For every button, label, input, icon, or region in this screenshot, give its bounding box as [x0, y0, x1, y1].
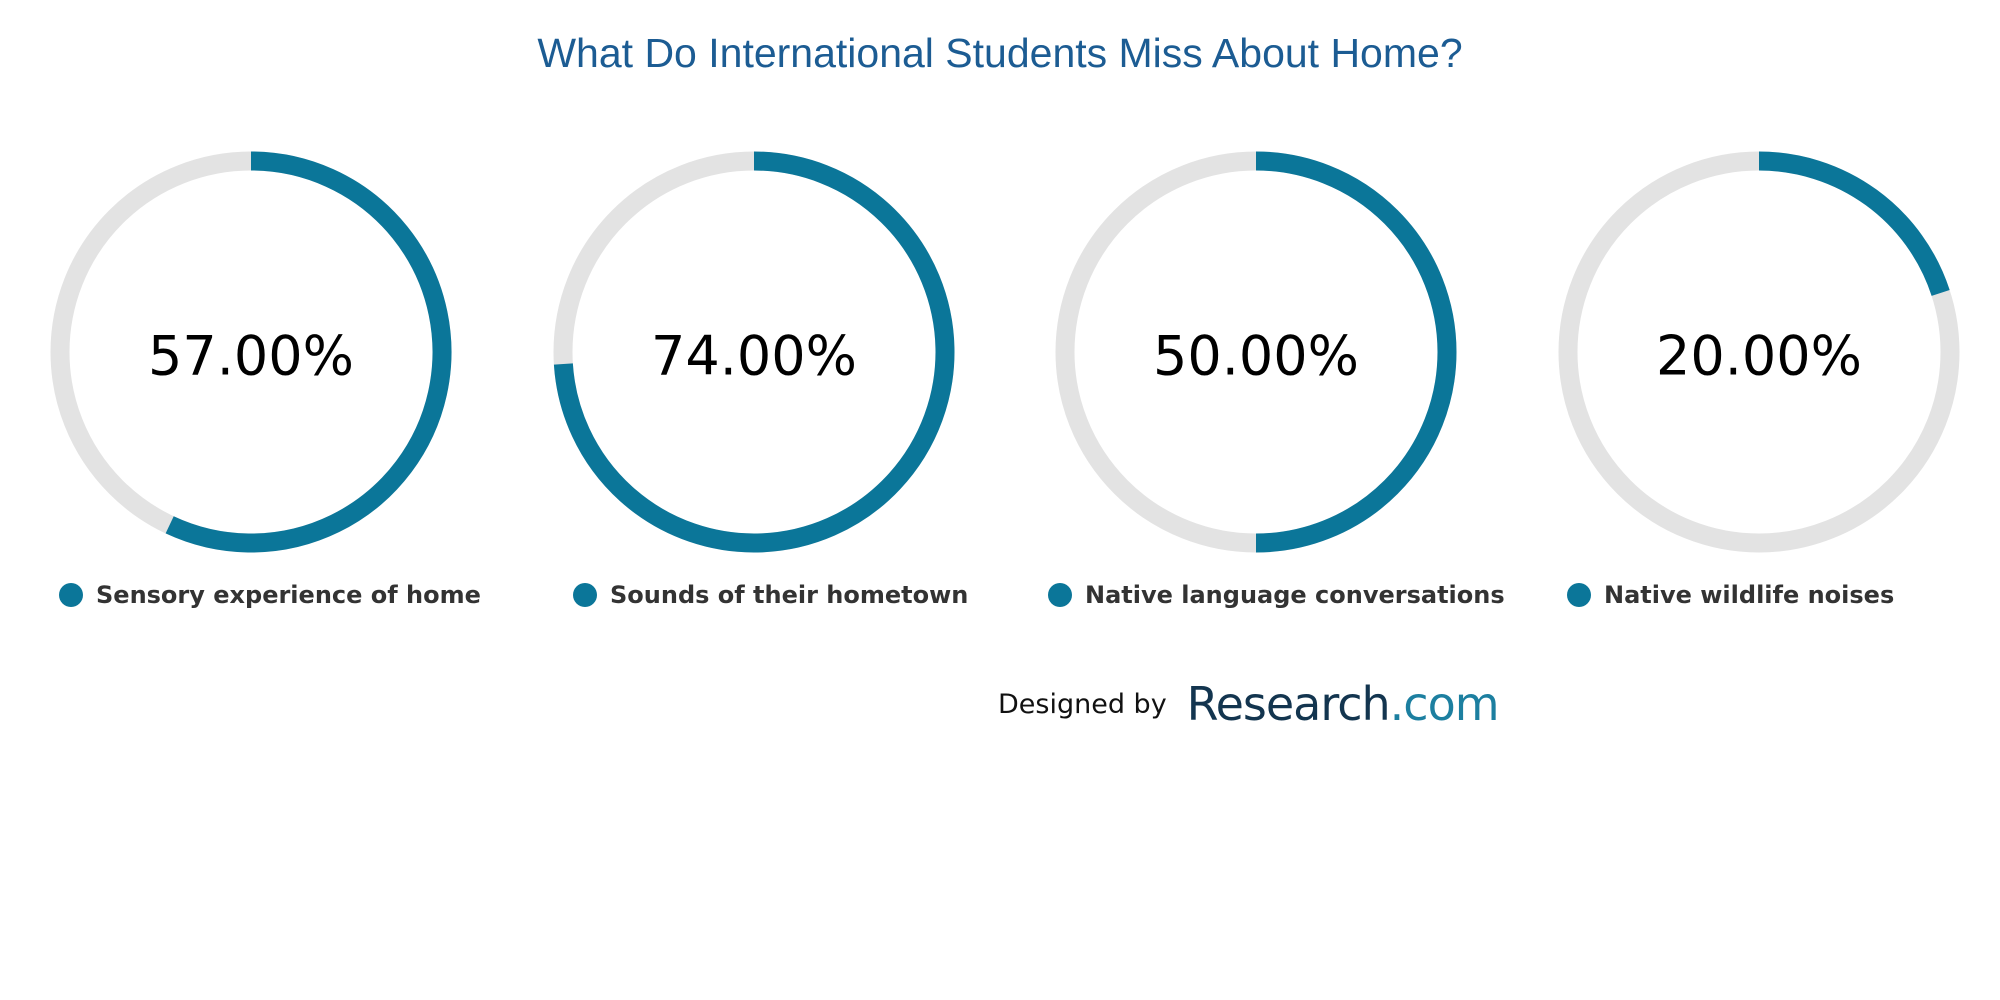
donut-chart: 74.00% [553, 151, 955, 553]
donut-value-label: 74.00% [651, 325, 857, 388]
legend-label: Sensory experience of home [96, 581, 481, 609]
credit: Designed by Research.com [998, 676, 1500, 732]
donut-value-label: 20.00% [1656, 325, 1862, 388]
legend-item[interactable]: Sounds of their hometown [573, 580, 968, 610]
legend-label: Native wildlife noises [1604, 581, 1895, 609]
donut-chart: 50.00% [1055, 151, 1457, 553]
credit-prefix: Designed by [998, 688, 1167, 720]
legend-item[interactable]: Native language conversations [1048, 580, 1505, 610]
donut-chart: 20.00% [1558, 151, 1960, 553]
donut-value-label: 50.00% [1153, 325, 1359, 388]
donut-value-label: 57.00% [148, 325, 354, 388]
legend-item[interactable]: Sensory experience of home [59, 580, 481, 610]
legend-marker-icon [573, 583, 597, 607]
donut-chart: 57.00% [50, 151, 452, 553]
brand-name: Research [1186, 677, 1391, 731]
legend-marker-icon [1048, 583, 1072, 607]
legend-label: Native language conversations [1085, 581, 1505, 609]
donut-value-arc[interactable] [1758, 151, 1950, 296]
legend-marker-icon [59, 583, 83, 607]
chart-title: What Do International Students Miss Abou… [537, 30, 1463, 76]
brand-suffix: .com [1389, 677, 1500, 731]
legend-label: Sounds of their hometown [610, 581, 969, 609]
donut-value-arc[interactable] [553, 151, 955, 553]
legend-item[interactable]: Native wildlife noises [1567, 580, 1894, 610]
donut-value-arc[interactable] [165, 151, 452, 553]
legend-marker-icon [1567, 583, 1591, 607]
donut-value-arc[interactable] [1255, 151, 1457, 553]
brand-logo[interactable]: Research.com [1186, 677, 1500, 731]
